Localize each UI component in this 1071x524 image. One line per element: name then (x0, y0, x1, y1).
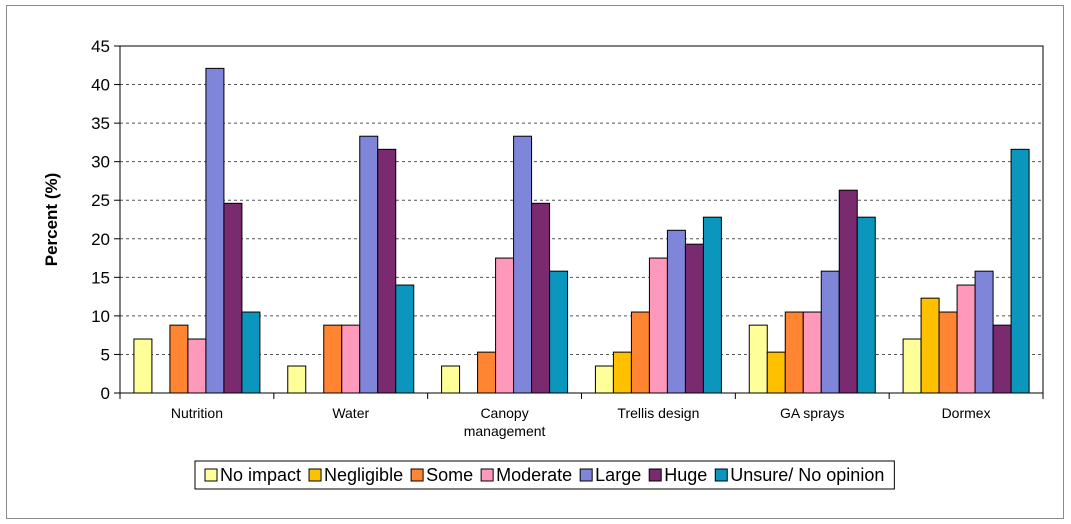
bar (205, 67, 225, 394)
bar (133, 338, 153, 394)
y-tick-label: 45 (91, 37, 110, 56)
y-tick-label: 10 (91, 307, 110, 326)
legend-label: Moderate (496, 465, 572, 485)
legend: No impact Negligible Some Moderate Large Huge… (204, 465, 884, 485)
bar (902, 338, 922, 394)
bar (441, 365, 461, 394)
bar (974, 270, 994, 394)
legend-swatch (204, 468, 218, 482)
bar (838, 189, 858, 394)
legend-label: Negligible (324, 465, 403, 485)
bar (187, 338, 207, 394)
legend-label: Large (595, 465, 641, 485)
y-tick-label: 30 (91, 153, 110, 172)
bar (341, 324, 361, 394)
bar (287, 365, 307, 394)
bar (992, 324, 1012, 394)
y-tick-label: 25 (91, 191, 110, 210)
bar (594, 365, 614, 394)
y-tick-labels: 0 5 10 15 20 25 30 35 40 45 (91, 37, 110, 403)
y-tick-label: 15 (91, 268, 110, 287)
y-tick-label: 5 (101, 345, 110, 364)
bar (666, 229, 686, 394)
bar (630, 311, 650, 394)
x-category-label: Canopy management (464, 405, 546, 439)
bar (784, 311, 804, 394)
bar (702, 216, 722, 394)
bar (323, 324, 343, 394)
legend-swatch (308, 468, 322, 482)
legend-label: No impact (220, 465, 301, 485)
bar (549, 270, 569, 394)
x-category-label: Nutrition (171, 405, 223, 421)
y-tick-label: 35 (91, 114, 110, 133)
bar (766, 351, 786, 394)
bar (684, 243, 704, 394)
bar (856, 216, 876, 394)
x-category-label: Water (332, 405, 369, 421)
bars (133, 67, 1030, 394)
bar (395, 284, 415, 394)
legend-swatch (579, 468, 593, 482)
x-category-label: Trellis design (617, 405, 699, 421)
legend-label: Unsure/ No opinion (730, 465, 884, 485)
x-category-labels: Nutrition Water Canopy management Trellis de… (171, 405, 991, 439)
bar (495, 257, 515, 394)
legend-label: Some (426, 465, 473, 485)
bar (477, 351, 497, 394)
legend-swatch (410, 468, 424, 482)
bar (820, 270, 840, 394)
bar (956, 284, 976, 394)
y-tick-label: 40 (91, 76, 110, 95)
bar (1010, 148, 1030, 394)
bar (359, 135, 379, 394)
bar (531, 202, 551, 394)
bar (612, 351, 632, 394)
axes (114, 45, 1044, 399)
bar (223, 202, 243, 394)
y-axis-label: Percent (%) (42, 173, 61, 267)
legend-swatch (648, 468, 662, 482)
bar (802, 311, 822, 394)
bar (169, 324, 189, 394)
bar-chart: 0 5 10 15 20 25 30 35 40 45 Nutrition Water Canopy m… (42, 37, 1044, 490)
bar (920, 297, 940, 394)
chart-frame: 0 5 10 15 20 25 30 35 40 45 Nutrition Water Canopy m… (6, 5, 1064, 519)
bar (748, 324, 768, 394)
legend-label: Huge (664, 465, 707, 485)
legend-swatch (480, 468, 494, 482)
bar (648, 257, 668, 394)
gridlines (120, 45, 1043, 355)
bar (513, 135, 533, 394)
bar (241, 311, 261, 394)
bar (377, 148, 397, 394)
x-category-label: GA sprays (780, 405, 845, 421)
bar (938, 311, 958, 394)
y-tick-label: 20 (91, 230, 110, 249)
x-category-label: Dormex (942, 405, 991, 421)
y-tick-label: 0 (101, 384, 110, 403)
legend-swatch (714, 468, 728, 482)
